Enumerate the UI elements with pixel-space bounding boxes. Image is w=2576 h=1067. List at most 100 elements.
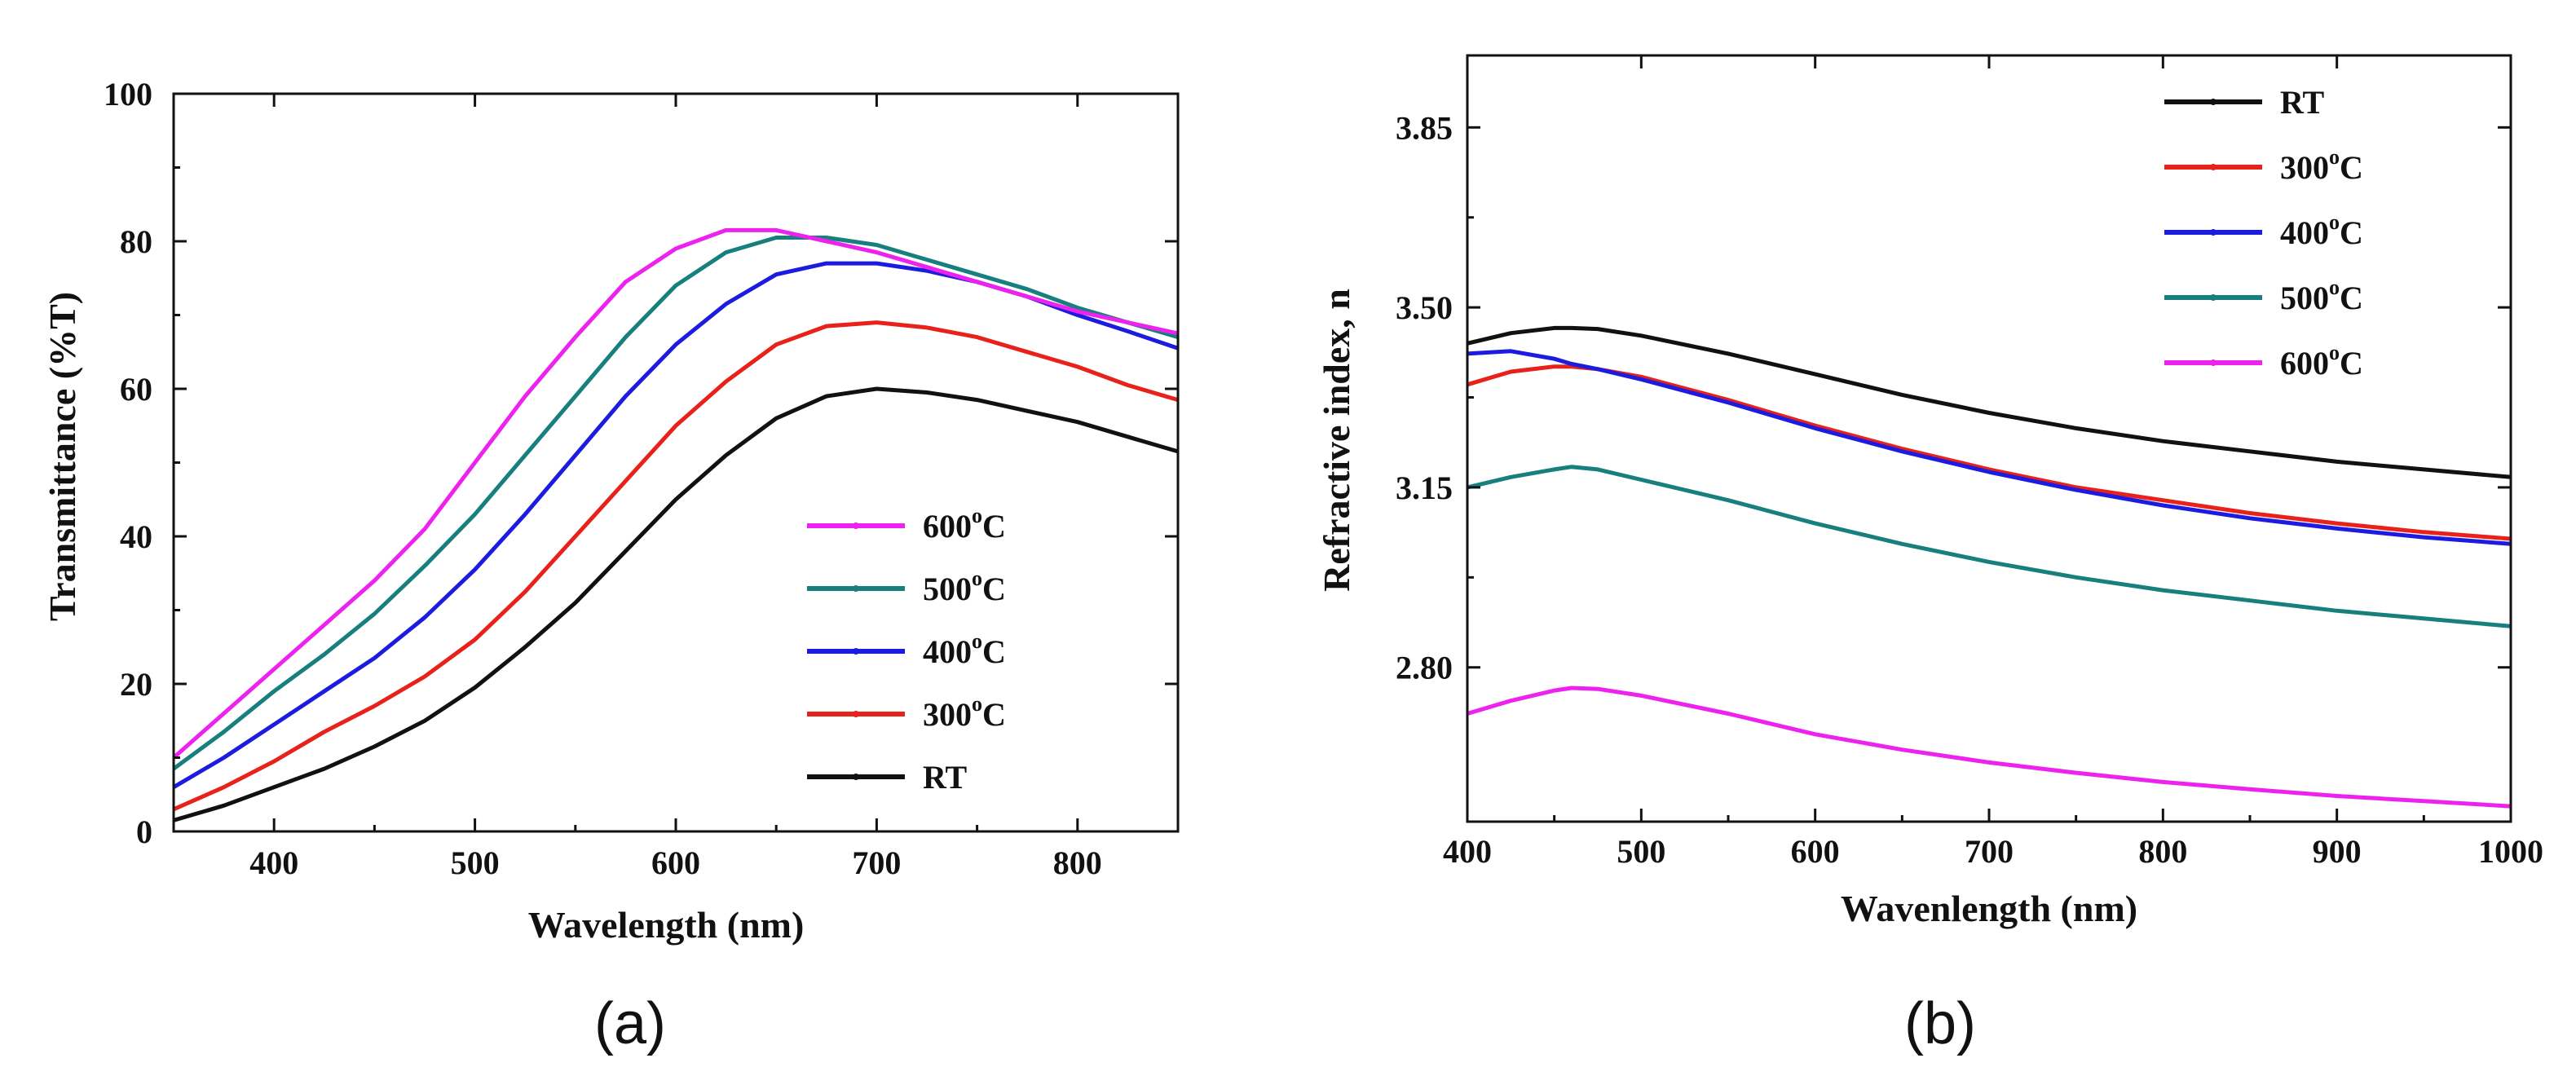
chart-b-xtick-label: 700	[1965, 833, 2014, 870]
chart-b-legend-marker	[2210, 294, 2217, 301]
chart-b-legend-label: 500oC	[2280, 276, 2363, 316]
legend-name: 300	[2280, 149, 2329, 186]
chart-b-legend-label: 600oC	[2280, 341, 2363, 381]
chart-a-legend-marker	[853, 774, 859, 780]
chart-a-ytick-label: 40	[120, 518, 152, 555]
chart-b-legend-label: 300oC	[2280, 145, 2363, 186]
legend-name: 400	[923, 633, 972, 670]
legend-unit: C	[982, 571, 1006, 607]
legend-degree-sup: o	[2329, 341, 2340, 364]
chart-a-legend-item-400: 400oC	[807, 629, 1006, 670]
chart-a-legend-label: 300oC	[923, 692, 1006, 733]
legend-name: RT	[923, 759, 967, 796]
legend-unit: C	[2340, 280, 2363, 316]
chart-b-legend-label: RT	[2280, 84, 2324, 121]
chart-b-series-600	[1467, 686, 2512, 809]
chart-b-xtick-label: 400	[1443, 833, 1492, 870]
chart-b-ticks: 400 500 600 700 800 900 1000 2.80 3.15 3.50 3.85	[1396, 55, 2543, 870]
chart-b-legend-item-400: 400oC	[2164, 210, 2363, 251]
legend-name: 600	[923, 508, 972, 545]
chart-a-ytick-label: 100	[104, 76, 152, 112]
chart-b-xtick-label: 500	[1617, 833, 1665, 870]
chart-a-legend-marker	[853, 648, 859, 655]
chart-b-ytick-label: 3.50	[1396, 289, 1453, 326]
legend-name: 500	[2280, 280, 2329, 316]
chart-b-series-500	[1467, 465, 2512, 628]
legend-name: 300	[923, 696, 972, 733]
legend-name: RT	[2280, 84, 2324, 121]
chart-b-legend-marker	[2210, 229, 2217, 236]
chart-a-legend-label: 500oC	[923, 567, 1006, 607]
chart-b-legend-item-600: 600oC	[2164, 341, 2363, 381]
chart-b-legend-item-rt: RT	[2164, 84, 2324, 121]
chart-a-ticks: 400 500 600 700 800 0 20 40 60 80 100	[104, 76, 1178, 881]
chart-a-legend-item-300: 300oC	[807, 692, 1006, 733]
chart-a-xtick-label: 800	[1053, 844, 1102, 881]
chart-a-panel-label: (a)	[594, 991, 666, 1056]
legend-degree-sup: o	[972, 692, 982, 716]
legend-name: 600	[2280, 345, 2329, 381]
chart-a-xtick-label: 500	[451, 844, 500, 881]
chart-b-series	[1467, 325, 2512, 809]
legend-name: 400	[2280, 214, 2329, 251]
chart-b-xlabel: Wavenlength (nm)	[1841, 888, 2137, 929]
legend-degree-sup: o	[2329, 276, 2340, 299]
chart-a-legend-item-600: 600oC	[807, 504, 1006, 545]
legend-name: 500	[923, 571, 972, 607]
chart-a-ytick-label: 0	[136, 813, 152, 850]
chart-b-panel-label: (b)	[1904, 991, 1976, 1056]
chart-a-ylabel: Transmittance (%T)	[42, 292, 83, 621]
chart-b-xtick-label: 1000	[2478, 833, 2543, 870]
legend-unit: C	[2340, 345, 2363, 381]
chart-a-xtick-label: 400	[249, 844, 298, 881]
chart-b-legend-item-300: 300oC	[2164, 145, 2363, 186]
chart-a-legend-label: RT	[923, 759, 967, 796]
chart-b: 400 500 600 700 800 900 1000 2.80 3.15 3.50 3.85 R…	[1316, 54, 2543, 1056]
chart-a-legend-marker	[853, 711, 859, 717]
chart-b-ytick-label: 3.85	[1396, 109, 1453, 146]
chart-b-ytick-label: 2.80	[1396, 650, 1453, 686]
legend-degree-sup: o	[972, 567, 982, 590]
chart-a-ytick-label: 20	[120, 666, 152, 703]
chart-a-legend-item-rt: RT	[807, 759, 967, 796]
legend-unit: C	[2340, 214, 2363, 251]
chart-a-legend-label: 600oC	[923, 504, 1006, 545]
legend-unit: C	[982, 508, 1006, 545]
chart-a-legend-item-500: 500oC	[807, 567, 1006, 607]
chart-b-xtick-label: 900	[2313, 833, 2362, 870]
chart-b-legend-item-500: 500oC	[2164, 276, 2363, 316]
chart-b-xtick-label: 600	[1791, 833, 1840, 870]
chart-b-legend-label: 400oC	[2280, 210, 2363, 251]
legend-degree-sup: o	[2329, 145, 2340, 169]
chart-a-xtick-label: 600	[651, 844, 700, 881]
chart-a-legend-marker	[853, 522, 859, 529]
chart-a-legend-marker	[853, 585, 859, 592]
chart-b-ytick-label: 3.15	[1396, 470, 1453, 506]
chart-a-series-600	[172, 227, 1179, 760]
chart-b-legend-marker	[2210, 359, 2217, 366]
chart-b-legend-marker	[2210, 164, 2217, 170]
chart-a-ytick-label: 80	[120, 223, 152, 260]
chart-a-series-300	[172, 320, 1179, 812]
legend-unit: C	[982, 696, 1006, 733]
legend-degree-sup: o	[972, 629, 982, 653]
legend-unit: C	[982, 633, 1006, 670]
chart-a-series	[172, 227, 1179, 822]
chart-b-series-300	[1467, 364, 2512, 541]
chart-a-series-400	[172, 261, 1179, 789]
chart-a-legend-label: 400oC	[923, 629, 1006, 670]
legend-degree-sup: o	[972, 504, 982, 527]
chart-a-xlabel: Wavelength (nm)	[528, 904, 805, 946]
legend-degree-sup: o	[2329, 210, 2340, 234]
chart-a-frame	[172, 92, 1180, 833]
chart-b-xtick-label: 800	[2138, 833, 2187, 870]
chart-b-ylabel: Refractive index, n	[1316, 289, 1357, 592]
chart-b-series-rt	[1467, 325, 2512, 479]
chart-a-ytick-label: 60	[120, 371, 152, 408]
chart-a-xtick-label: 700	[852, 844, 901, 881]
legend-unit: C	[2340, 149, 2363, 186]
